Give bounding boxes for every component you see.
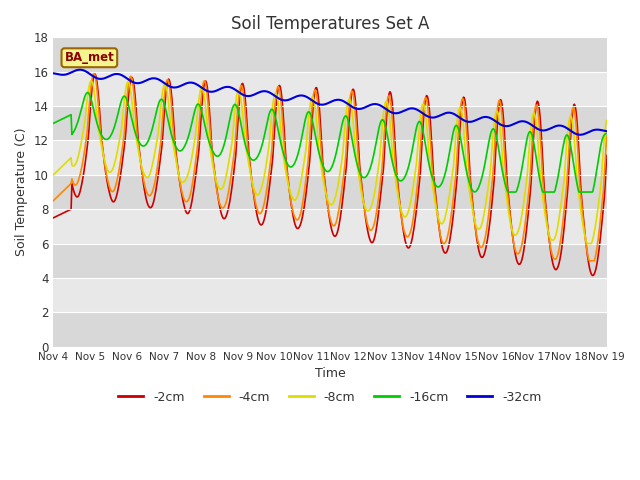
X-axis label: Time: Time [315, 367, 346, 380]
Text: BA_met: BA_met [65, 51, 114, 64]
Bar [53, 209, 607, 244]
Bar [53, 312, 607, 347]
Bar [53, 37, 607, 72]
Title: Soil Temperatures Set A: Soil Temperatures Set A [231, 15, 429, 33]
Legend: -2cm, -4cm, -8cm, -16cm, -32cm: -2cm, -4cm, -8cm, -16cm, -32cm [113, 385, 547, 408]
Bar [53, 175, 607, 209]
Y-axis label: Soil Temperature (C): Soil Temperature (C) [15, 128, 28, 256]
Bar [53, 106, 607, 141]
Bar [53, 72, 607, 106]
Bar [53, 244, 607, 278]
Bar [53, 278, 607, 312]
Bar [53, 141, 607, 175]
